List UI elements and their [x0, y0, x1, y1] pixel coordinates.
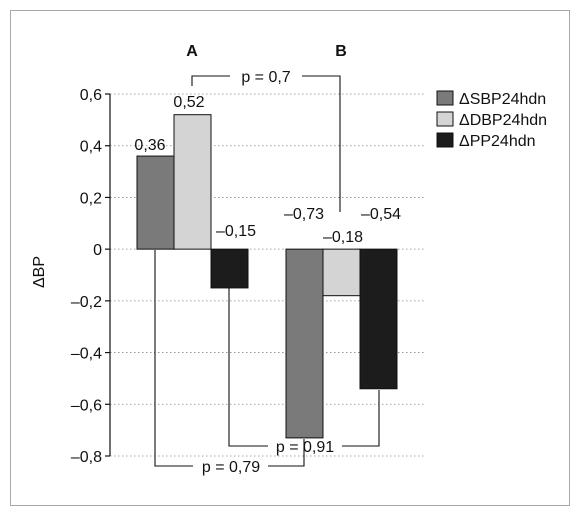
bar [285, 248, 324, 439]
bars [136, 114, 398, 439]
bar [210, 248, 249, 289]
group-label: B [335, 43, 347, 60]
y-axis-label: ΔBP [31, 256, 48, 288]
y-tick-label: 0 [93, 242, 102, 259]
legend-swatch [436, 132, 454, 148]
legend-label: ΔDBP24hdn [459, 112, 547, 129]
data-label: –0,18 [323, 229, 363, 246]
bracket-bottom-right [268, 439, 305, 467]
y-axis: 0,6 0,4 0,2 0 –0,2 –0,4 –0,6 –0,8 [71, 87, 111, 466]
bracket-top-left [191, 75, 230, 86]
legend: ΔSBP24hdn ΔDBP24hdn ΔPP24hdn [436, 90, 547, 150]
y-tick-label: 0,2 [80, 190, 102, 207]
y-tick-label: 0,4 [80, 139, 102, 156]
data-labels: 0,36 –0,73 0,52 –0,18 –0,15 –0,54 [134, 94, 401, 246]
y-tick-label: –0,2 [71, 294, 102, 311]
bracket-bottom-left [154, 250, 193, 467]
data-label: 0,36 [134, 137, 165, 154]
legend-swatch [436, 111, 454, 127]
data-label: –0,54 [361, 206, 401, 223]
bracket-mid-right [342, 390, 380, 447]
legend-swatch [436, 90, 454, 106]
p-value-top: p = 0,7 [241, 69, 290, 86]
bar [136, 155, 175, 250]
legend-label: ΔPP24hdn [459, 133, 536, 150]
legend-label: ΔSBP24hdn [459, 91, 546, 108]
y-tick-label: –0,6 [71, 397, 102, 414]
p-value-bottom-left: p = 0,79 [202, 459, 260, 476]
y-tick-label: –0,8 [71, 449, 102, 466]
p-value-bottom-right: p = 0,91 [276, 439, 334, 456]
bracket-top-right [302, 75, 341, 212]
significance-brackets: p = 0,7 p = 0,91 p = 0,79 [154, 69, 380, 476]
data-label: –0,73 [284, 206, 324, 223]
group-label: A [186, 43, 198, 60]
bar [173, 114, 212, 250]
bar [359, 248, 398, 390]
y-tick-label: –0,4 [71, 346, 102, 363]
y-tick-label: 0,6 [80, 87, 102, 104]
data-label: –0,15 [216, 223, 256, 240]
bar [322, 248, 361, 297]
bracket-mid-left [228, 288, 268, 447]
data-label: 0,52 [173, 94, 204, 111]
